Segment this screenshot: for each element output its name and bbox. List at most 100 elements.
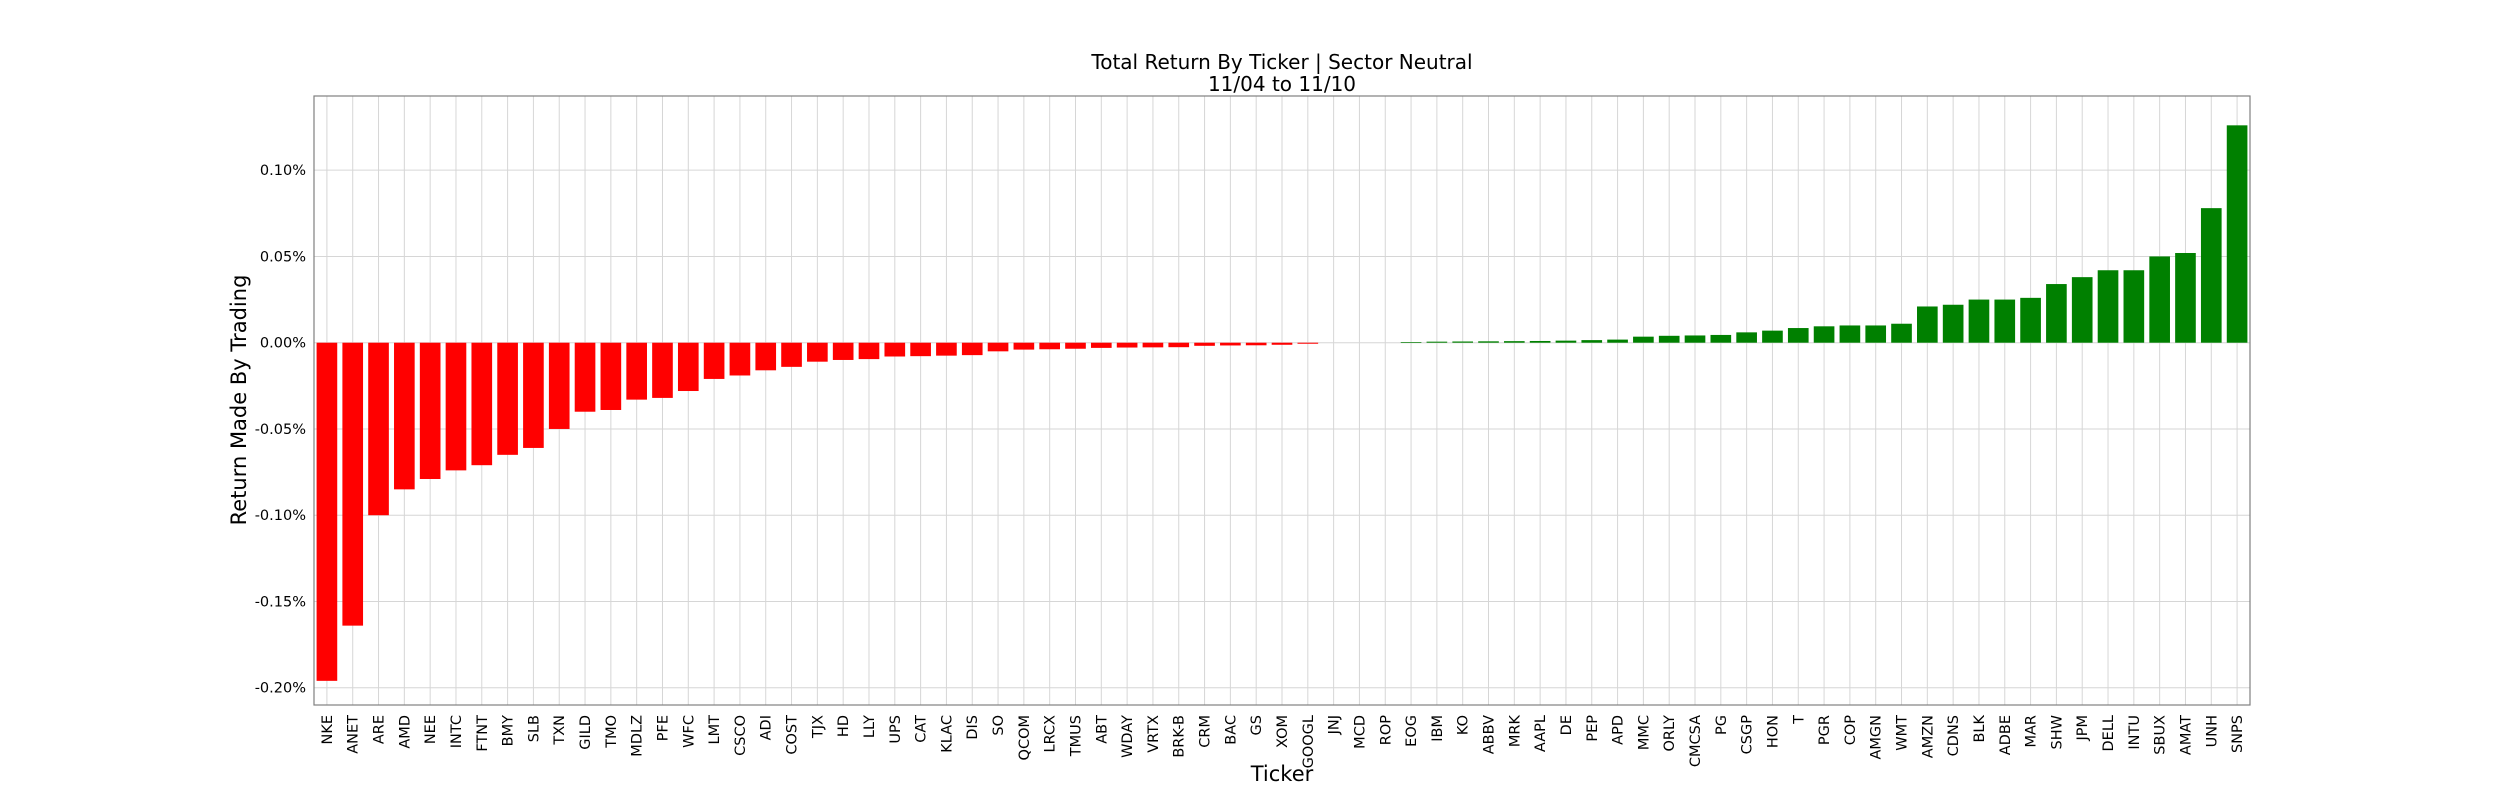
x-tick-label: BMY (501, 715, 517, 746)
bar-cop (1839, 325, 1861, 343)
bar-klac (936, 342, 957, 356)
bar-snps (2226, 125, 2248, 343)
bar-eog (1400, 342, 1422, 343)
bar-mdlz (626, 342, 647, 400)
bar-txn (548, 342, 570, 429)
x-tick-label: LLY (862, 715, 878, 738)
x-tick-label: CAT (914, 715, 930, 743)
bar-hd (832, 342, 854, 360)
bar-lmt (703, 342, 725, 379)
bar-crm (1194, 342, 1215, 346)
bar-csco (729, 342, 751, 376)
x-tick-label: APD (1611, 715, 1627, 745)
bar-amzn (1917, 306, 1938, 343)
x-tick-label: AMZN (1920, 715, 1936, 758)
x-tick-label: TMUS (1068, 715, 1084, 757)
x-tick-label: SLB (526, 715, 542, 742)
x-tick-label: WMT (1895, 715, 1911, 751)
bar-csgp (1736, 332, 1757, 343)
y-tick-label: -0.05% (255, 422, 306, 438)
x-tick-label: UNH (2204, 715, 2220, 747)
x-tick-label: ROP (1378, 715, 1394, 745)
x-tick-label: GS (1249, 715, 1265, 735)
x-tick-label: PEP (1585, 715, 1601, 742)
bar-intc (445, 342, 467, 471)
bar-so (987, 342, 1009, 352)
x-tick-label: SBUX (2153, 715, 2169, 755)
bar-bac (1220, 342, 1241, 346)
bar-adbe (1994, 299, 2016, 343)
bar-mar (2020, 297, 2041, 343)
bar-aapl (1529, 340, 1551, 343)
bar-pfe (652, 342, 673, 398)
x-tick-label: T (1791, 715, 1807, 725)
bar-cmcsa (1684, 335, 1706, 343)
bar-anet (342, 342, 364, 626)
x-tick-label: GILD (578, 715, 594, 750)
bar-wmt (1891, 323, 1912, 343)
bar-amat (2175, 252, 2196, 343)
x-tick-label: JPM (2075, 715, 2091, 742)
bar-cdns (1942, 304, 1964, 343)
x-tick-label: BRK-B (1172, 715, 1188, 758)
x-tick-label: LRCX (1043, 715, 1059, 753)
x-tick-label: ARE (372, 715, 388, 744)
x-tick-label: BAC (1223, 715, 1239, 745)
bar-jpm (2071, 277, 2093, 343)
x-tick-label: BLK (1972, 715, 1988, 743)
x-tick-label: WFC (681, 715, 697, 748)
x-tick-label: ADI (759, 715, 775, 740)
bar-orly (1658, 335, 1680, 343)
x-tick-label: AMAT (2178, 715, 2194, 755)
y-tick-label: -0.20% (255, 681, 306, 697)
bar-cost (781, 342, 802, 367)
chart-title: Total Return By Ticker | Sector Neutral (1090, 50, 1472, 74)
x-tick-label: IBM (1430, 715, 1446, 742)
x-tick-label: VRTX (1146, 715, 1162, 753)
y-tick-label: -0.10% (255, 508, 306, 524)
y-tick-label: -0.15% (255, 594, 306, 610)
x-tick-label: CRM (1198, 715, 1214, 748)
x-tick-label: ADBE (1998, 715, 2014, 755)
x-tick-label: KLAC (939, 715, 955, 753)
bar-gs (1245, 342, 1267, 346)
bars-layer (316, 125, 2248, 681)
x-tick-label: ABT (1094, 715, 1110, 744)
bar-nee (419, 342, 441, 479)
bar-nke (316, 342, 338, 681)
x-tick-label: SO (991, 715, 1007, 736)
x-tick-label: WDAY (1120, 715, 1136, 758)
x-tick-label: AAPL (1533, 715, 1549, 752)
y-tick-label: 0.10% (260, 163, 306, 179)
bar-hon (1762, 330, 1783, 343)
x-tick-label: MMC (1636, 715, 1652, 750)
bar-lrcx (1039, 342, 1061, 350)
x-tick-label: XOM (1275, 715, 1291, 748)
y-tick-label: 0.05% (260, 249, 306, 265)
x-tick-label: DIS (965, 715, 981, 740)
x-tick-label: NEE (423, 715, 439, 744)
bar-pgr (1813, 326, 1835, 343)
bar-vrtx (1142, 342, 1164, 348)
bar-de (1555, 340, 1577, 343)
x-tick-label: PGR (1817, 715, 1833, 745)
x-tick-label: FTNT (475, 715, 491, 752)
x-tick-label: PG (1714, 715, 1730, 735)
bar-slb (523, 342, 544, 448)
bar-blk (1968, 299, 1990, 343)
x-tick-label: KO (1456, 715, 1472, 735)
bar-qcom (1013, 342, 1035, 350)
bar-abt (1090, 342, 1112, 348)
x-tick-label: TXN (552, 715, 568, 746)
x-tick-label: AMD (397, 715, 413, 749)
bar-t (1787, 328, 1809, 343)
bar-unh (2200, 208, 2222, 343)
bar-mrk (1503, 341, 1525, 343)
bar-amgn (1865, 325, 1887, 343)
bar-xom (1271, 342, 1293, 345)
x-tick-label: MRK (1507, 715, 1523, 748)
x-tick-label: DELL (2101, 715, 2117, 751)
bar-dis (961, 342, 983, 356)
x-tick-label: MDLZ (630, 715, 646, 757)
